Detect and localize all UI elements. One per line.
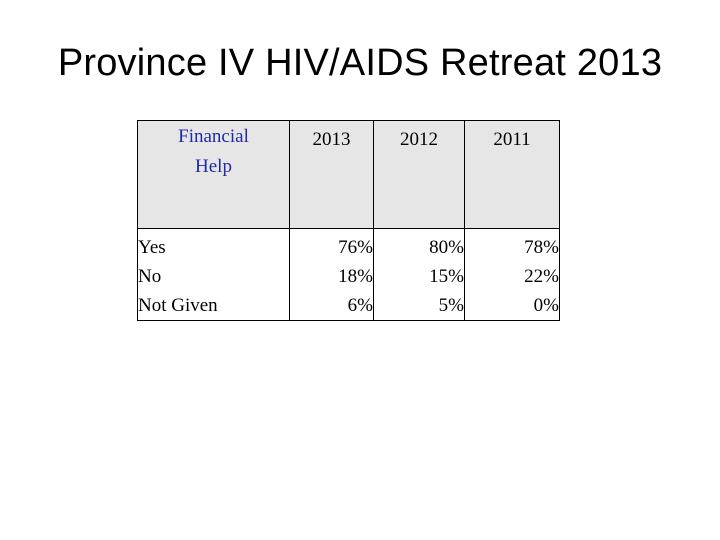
value-2012-no: 15% xyxy=(429,266,464,287)
financial-help-table: Financial Help 2013 2012 2011 Yes No Not… xyxy=(137,120,560,321)
value-2013-no: 18% xyxy=(338,266,373,287)
row-label-no: No xyxy=(138,266,162,287)
value-2012-not-given: 5% xyxy=(438,295,464,316)
value-2011-yes: 78% xyxy=(524,237,559,258)
table-header-row: Financial Help 2013 2012 2011 xyxy=(137,120,560,229)
header-cell-2011: 2011 xyxy=(464,120,560,229)
header-2012: 2012 xyxy=(400,129,438,150)
values-cell-2011: 78% 22% 0% xyxy=(464,228,560,321)
value-2013-yes: 76% xyxy=(338,237,373,258)
value-2012-yes: 80% xyxy=(429,237,464,258)
header-cell-2012: 2012 xyxy=(373,120,465,229)
header-2011: 2011 xyxy=(493,129,531,150)
value-2013-not-given: 6% xyxy=(347,295,373,316)
header-2013: 2013 xyxy=(312,129,351,150)
header-financial-help: Financial Help xyxy=(178,126,249,177)
slide-title: Province IV HIV/AIDS Retreat 2013 xyxy=(57,42,663,84)
row-label-not-given: Not Given xyxy=(138,295,218,316)
value-2011-not-given: 0% xyxy=(533,295,559,316)
header-cell-financial-help: Financial Help xyxy=(137,120,290,229)
row-label-yes: Yes xyxy=(138,237,166,258)
header-cell-2013: 2013 xyxy=(289,120,374,229)
values-cell-2012: 80% 15% 5% xyxy=(373,228,465,321)
values-cell-2013: 76% 18% 6% xyxy=(289,228,374,321)
row-labels-cell: Yes No Not Given xyxy=(137,228,290,321)
value-2011-no: 22% xyxy=(524,266,559,287)
table-body-row: Yes No Not Given 76% 18% 6% 80% 15% 5% 7… xyxy=(137,228,560,321)
